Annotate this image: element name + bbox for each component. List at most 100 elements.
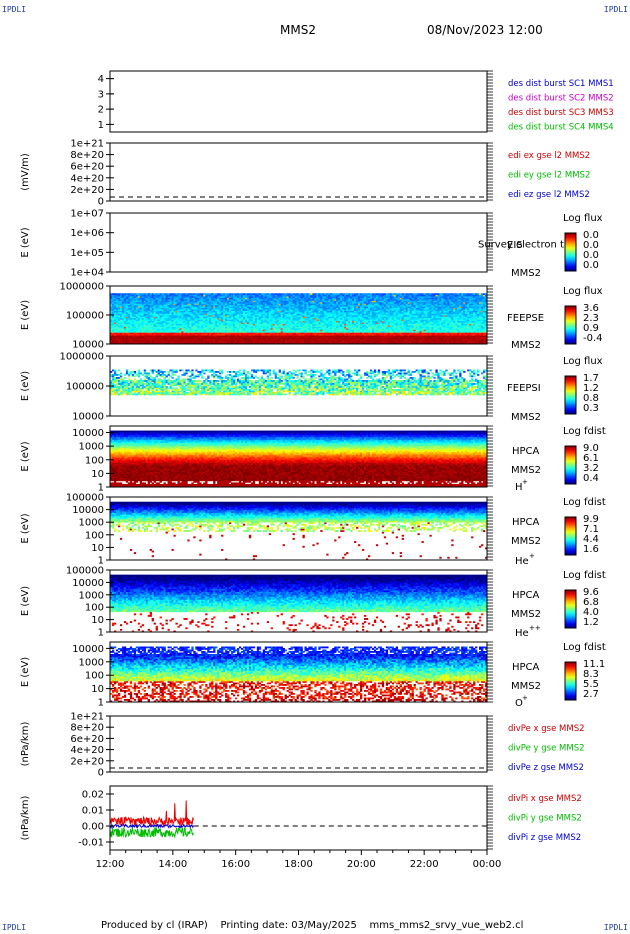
heatmap-cell — [250, 323, 254, 326]
heatmap-cell — [215, 330, 218, 333]
heatmap-cell — [149, 333, 152, 336]
heatmap-cell — [159, 309, 162, 311]
heatmap-cell — [252, 296, 256, 298]
heatmap-cell — [219, 303, 222, 306]
heatmap-cell — [272, 315, 275, 317]
heatmap-cell — [223, 307, 226, 310]
heatmap-cell — [147, 319, 150, 322]
heatmap-cell — [155, 325, 158, 327]
heatmap-cell — [127, 330, 131, 333]
heatmap-cell — [221, 312, 224, 314]
heatmap-cell — [284, 336, 287, 339]
heatmap-cell — [129, 330, 133, 333]
heatmap-cell — [161, 341, 164, 343]
heatmap-cell — [274, 326, 277, 329]
heatmap-cell — [199, 341, 202, 343]
heatmap-cell — [123, 297, 127, 300]
heatmap-cell — [296, 313, 299, 316]
heatmap-cell — [167, 297, 170, 300]
heatmap-cell — [185, 338, 188, 340]
heatmap-cell — [147, 339, 150, 342]
heatmap-cell — [242, 342, 246, 345]
heatmap-cell — [111, 312, 115, 314]
heatmap-cell — [219, 329, 222, 332]
heatmap-cell — [175, 307, 178, 310]
heatmap-cell — [145, 297, 148, 300]
heatmap-cell — [292, 307, 295, 310]
heatmap-cell — [266, 317, 270, 320]
heatmap-cell — [193, 299, 196, 301]
heatmap-cell — [209, 342, 212, 345]
heatmap-cell — [268, 336, 272, 339]
heatmap-cell — [117, 326, 121, 329]
heatmap-cell — [201, 304, 204, 307]
heatmap-cell — [246, 332, 250, 335]
heatmap-cell — [117, 313, 121, 316]
heatmap-cell — [248, 326, 252, 329]
heatmap-cell — [258, 296, 262, 298]
heatmap-cell — [252, 313, 256, 316]
heatmap-cell — [203, 341, 206, 343]
heatmap-cell — [129, 332, 133, 335]
heatmap-cell — [127, 293, 131, 295]
heatmap-cell — [286, 323, 289, 326]
heatmap-cell — [167, 336, 170, 339]
heatmap-cell — [272, 309, 275, 311]
heatmap-cell — [135, 328, 139, 330]
heatmap-cell — [248, 313, 252, 316]
y-tick-label: 1e+06 — [70, 228, 104, 239]
heatmap-cell — [262, 323, 266, 326]
heatmap-cell — [236, 319, 240, 322]
heatmap-cell — [290, 341, 293, 343]
heatmap-cell — [211, 306, 214, 309]
heatmap-cell — [296, 326, 299, 329]
heatmap-cell — [165, 323, 168, 326]
heatmap-cell — [248, 342, 252, 345]
heatmap-cell — [236, 300, 240, 303]
heatmap-cell — [246, 329, 250, 332]
heatmap-cell — [233, 303, 236, 306]
heatmap-cell — [145, 329, 148, 332]
heatmap-cell — [244, 309, 248, 311]
heatmap-cell — [115, 297, 119, 300]
heatmap-cell — [209, 303, 212, 306]
heatmap-cell — [179, 320, 182, 323]
heatmap-cell — [235, 336, 238, 339]
legend-entry: edi ez gse l2 MMS2 — [508, 190, 590, 200]
heatmap-cell — [217, 336, 220, 339]
heatmap-cell — [219, 312, 222, 314]
heatmap-cell — [284, 341, 287, 343]
heatmap-cell — [201, 301, 204, 304]
heatmap-cell — [197, 332, 200, 335]
heatmap-cell — [286, 329, 289, 332]
heatmap-cell — [288, 297, 291, 300]
heatmap-cell — [352, 293, 355, 295]
heatmap-cell — [145, 304, 148, 307]
heatmap-cell — [233, 315, 236, 317]
heatmap-cell — [231, 297, 234, 300]
heatmap-cell — [248, 339, 252, 342]
heatmap-cell — [233, 304, 236, 307]
heatmap-cell — [290, 323, 293, 326]
heatmap-cell — [123, 301, 127, 304]
heatmap-cell — [155, 330, 158, 333]
heatmap-cell — [175, 323, 178, 326]
heatmap-cell — [209, 325, 212, 327]
heatmap-cell — [137, 300, 141, 303]
heatmap-cell — [276, 310, 279, 313]
heatmap-cell — [141, 320, 145, 323]
heatmap-cell — [288, 330, 291, 333]
heatmap-cell — [272, 330, 275, 333]
heatmap-cell — [133, 312, 137, 314]
heatmap-cell — [221, 316, 224, 319]
heatmap-cell — [113, 300, 117, 303]
heatmap-cell — [233, 342, 236, 345]
heatmap-cell — [147, 313, 150, 316]
heatmap-cell — [193, 310, 196, 313]
heatmap-cell — [127, 328, 131, 330]
heatmap-cell — [127, 326, 131, 329]
heatmap-cell — [213, 303, 216, 306]
heatmap-cell — [244, 307, 248, 310]
heatmap-cell — [236, 309, 240, 311]
